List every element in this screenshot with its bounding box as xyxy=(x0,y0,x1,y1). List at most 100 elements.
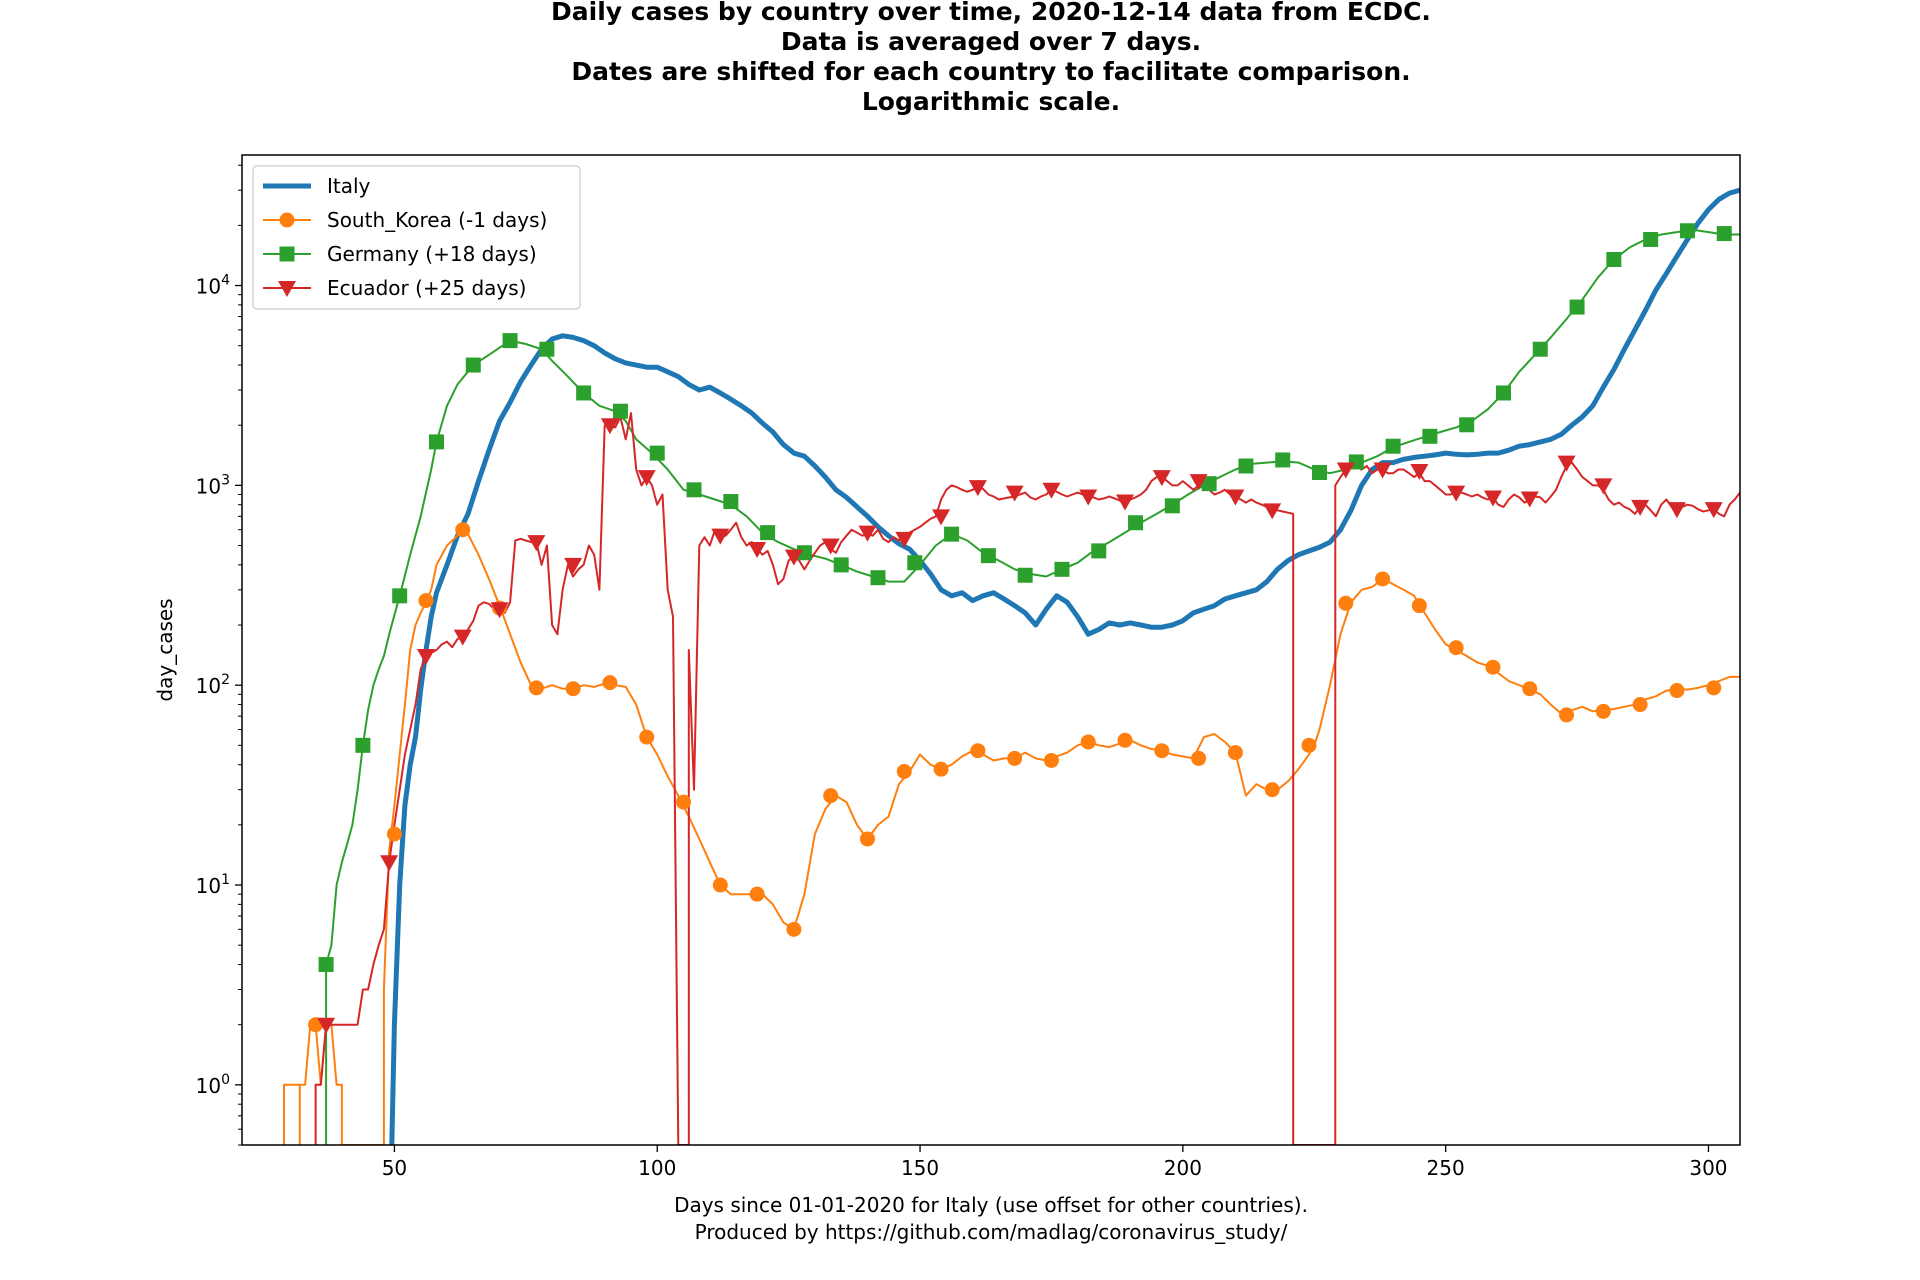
marker-germany-18-days xyxy=(576,385,592,401)
marker-south-korea-1-days xyxy=(639,729,655,745)
legend-marker-ecuador-25-days xyxy=(278,281,296,297)
marker-south-korea-1-days xyxy=(712,877,728,893)
marker-germany-18-days xyxy=(539,341,555,357)
marker-germany-18-days xyxy=(428,434,444,450)
marker-germany-18-days xyxy=(1459,417,1475,433)
marker-ecuador-25-days xyxy=(784,549,803,566)
marker-south-korea-1-days xyxy=(823,788,839,804)
marker-south-korea-1-days xyxy=(1485,659,1501,675)
x-tick-label: 50 xyxy=(382,1156,407,1180)
legend-marker-germany-18-days xyxy=(279,246,295,262)
x-tick-label: 100 xyxy=(638,1156,676,1180)
x-axis-label: Days since 01-01-2020 for Italy (use off… xyxy=(674,1193,1308,1244)
marker-germany-18-days xyxy=(392,588,408,604)
x-axis-label-line-2: Produced by https://github.com/madlag/co… xyxy=(695,1220,1288,1244)
y-axis-label: day_cases xyxy=(153,598,177,701)
marker-ecuador-25-days xyxy=(968,480,987,497)
marker-ecuador-25-days xyxy=(748,542,767,559)
marker-ecuador-25-days xyxy=(527,535,546,552)
marker-ecuador-25-days xyxy=(1410,463,1429,480)
x-tick-label: 300 xyxy=(1689,1156,1727,1180)
marker-germany-18-days xyxy=(1606,251,1622,267)
marker-ecuador-25-days xyxy=(1079,489,1098,506)
marker-ecuador-25-days xyxy=(1005,485,1024,502)
marker-south-korea-1-days xyxy=(1154,743,1170,759)
marker-germany-18-days xyxy=(502,333,518,349)
marker-germany-18-days xyxy=(944,526,960,542)
marker-south-korea-1-days xyxy=(565,681,581,697)
marker-ecuador-25-days xyxy=(380,855,399,872)
marker-south-korea-1-days xyxy=(933,761,949,777)
marker-germany-18-days xyxy=(318,957,334,973)
legend-marker-south-korea-1-days xyxy=(279,212,295,228)
marker-south-korea-1-days xyxy=(786,921,802,937)
marker-germany-18-days xyxy=(1532,341,1548,357)
marker-south-korea-1-days xyxy=(749,886,765,902)
marker-germany-18-days xyxy=(760,525,776,541)
marker-germany-18-days xyxy=(612,403,628,419)
marker-south-korea-1-days xyxy=(1632,697,1648,713)
marker-south-korea-1-days xyxy=(1595,703,1611,719)
marker-ecuador-25-days xyxy=(1373,462,1392,479)
marker-south-korea-1-days xyxy=(1007,750,1023,766)
x-tick-label: 200 xyxy=(1164,1156,1202,1180)
y-tick-label: 104 xyxy=(196,273,230,299)
marker-south-korea-1-days xyxy=(970,743,986,759)
plot-frame xyxy=(241,154,1741,1146)
marker-ecuador-25-days xyxy=(1667,502,1686,519)
marker-ecuador-25-days xyxy=(453,629,472,646)
marker-germany-18-days xyxy=(1054,561,1070,577)
marker-south-korea-1-days xyxy=(1338,595,1354,611)
title-line-4: Logarithmic scale. xyxy=(862,87,1120,116)
marker-ecuador-25-days xyxy=(1520,491,1539,508)
series-layer xyxy=(283,187,1740,1145)
marker-south-korea-1-days xyxy=(1043,752,1059,768)
marker-ecuador-25-days xyxy=(1483,490,1502,507)
marker-south-korea-1-days xyxy=(418,593,434,609)
marker-south-korea-1-days xyxy=(1559,707,1575,723)
marker-germany-18-days xyxy=(1495,385,1511,401)
marker-ecuador-25-days xyxy=(932,509,951,526)
marker-germany-18-days xyxy=(1017,567,1033,583)
marker-germany-18-days xyxy=(649,445,665,461)
marker-south-korea-1-days xyxy=(1227,745,1243,761)
marker-ecuador-25-days xyxy=(637,470,656,487)
marker-germany-18-days xyxy=(1128,515,1144,531)
title-line-1: Daily cases by country over time, 2020-1… xyxy=(551,0,1431,26)
marker-south-korea-1-days xyxy=(455,522,471,538)
marker-south-korea-1-days xyxy=(602,675,618,691)
marker-ecuador-25-days xyxy=(821,538,840,555)
marker-germany-18-days xyxy=(1238,458,1254,474)
y-tick-label: 100 xyxy=(196,1072,230,1098)
marker-germany-18-days xyxy=(1091,543,1107,559)
series-line-italy xyxy=(389,187,1740,1145)
marker-south-korea-1-days xyxy=(676,794,692,810)
marker-ecuador-25-days xyxy=(1042,482,1061,499)
marker-south-korea-1-days xyxy=(386,826,402,842)
marker-germany-18-days xyxy=(1422,428,1438,444)
x-tick-label: 150 xyxy=(901,1156,939,1180)
marker-germany-18-days xyxy=(1569,299,1585,315)
marker-south-korea-1-days xyxy=(1411,598,1427,614)
marker-south-korea-1-days xyxy=(1080,734,1096,750)
marker-south-korea-1-days xyxy=(528,680,544,696)
marker-germany-18-days xyxy=(465,357,481,373)
legend-label-germany-18-days: Germany (+18 days) xyxy=(327,242,537,266)
title-line-2: Data is averaged over 7 days. xyxy=(781,27,1201,56)
y-tick-label: 103 xyxy=(196,472,230,498)
marker-ecuador-25-days xyxy=(711,528,730,545)
title-line-3: Dates are shifted for each country to fa… xyxy=(571,57,1410,86)
marker-germany-18-days xyxy=(1716,226,1732,242)
y-tick-label: 101 xyxy=(196,872,230,898)
marker-south-korea-1-days xyxy=(1191,750,1207,766)
x-axis: 50 100 150 200 250 300 xyxy=(382,1145,1728,1180)
marker-germany-18-days xyxy=(870,570,886,586)
marker-south-korea-1-days xyxy=(1301,737,1317,753)
series-line-south-korea-1-days xyxy=(283,528,1740,1145)
y-axis: 100 101 102 103 104 xyxy=(196,164,242,1146)
marker-germany-18-days xyxy=(1275,452,1291,468)
legend: Italy South_Korea (-1 days) Germany (+18 d… xyxy=(252,165,581,310)
marker-ecuador-25-days xyxy=(1116,494,1135,511)
marker-germany-18-days xyxy=(355,737,371,753)
